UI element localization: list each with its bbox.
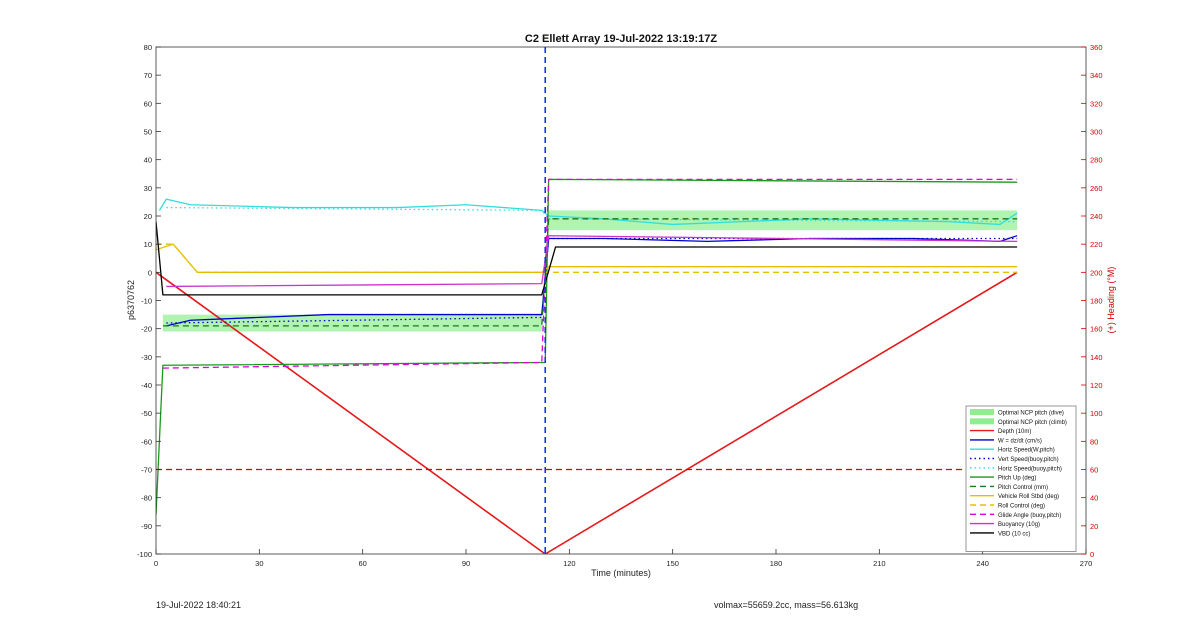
- legend-label: W = dz/dt (cm/s): [998, 438, 1042, 444]
- legend-label: VBD (10 cc): [998, 531, 1030, 537]
- y2-tick-label: 20: [1090, 522, 1098, 531]
- series-line: [158, 198, 1018, 226]
- legend-label: Depth (10m): [998, 429, 1031, 435]
- x-tick-label: 90: [462, 559, 470, 568]
- y2-tick-label: 0: [1090, 550, 1094, 559]
- y-tick-label: -10: [141, 297, 152, 306]
- y-tick-label: 40: [144, 156, 152, 165]
- y2-tick-label: 60: [1090, 466, 1098, 475]
- legend-swatch: [970, 409, 994, 415]
- series-layer: [156, 47, 1018, 554]
- legend-label: Horiz Speed(buoy,pitch): [998, 466, 1062, 472]
- x-tick-label: 150: [666, 559, 679, 568]
- y-tick-label: 0: [148, 268, 152, 277]
- y-tick-label: 60: [144, 99, 152, 108]
- legend-label: Optimal NCP pitch (climb): [998, 420, 1067, 426]
- y2-tick-label: 320: [1090, 99, 1103, 108]
- x-tick-label: 270: [1080, 559, 1093, 568]
- y-axis-label: p6370762: [126, 280, 136, 320]
- y-tick-label: -20: [141, 325, 152, 334]
- y-tick-label: -90: [141, 522, 152, 531]
- footer-timestamp: 19-Jul-2022 18:40:21: [156, 600, 242, 610]
- y2-tick-label: 140: [1090, 353, 1103, 362]
- x-tick-label: 60: [358, 559, 366, 568]
- plot-area-frame: [155, 46, 1087, 555]
- y2-tick-label: 80: [1090, 437, 1098, 446]
- series-line: [156, 221, 1018, 296]
- y-tick-label: 50: [144, 128, 152, 137]
- y-tick-label: -30: [141, 353, 152, 362]
- y-tick-label: -60: [141, 437, 152, 446]
- y-tick-label: -40: [141, 381, 152, 390]
- legend-label: Buoyancy (10g): [998, 522, 1040, 528]
- axes-layer: 0 30 60 90 120 150 180 210 240 270-100-90-80-70-6…: [137, 43, 1103, 568]
- y-tick-label: 70: [144, 71, 152, 80]
- y-tick-label: 20: [144, 212, 152, 221]
- y2-axis-label: (+) Heading (°M): [1106, 267, 1116, 334]
- y2-tick-label: 260: [1090, 184, 1103, 193]
- y2-tick-label: 280: [1090, 156, 1103, 165]
- x-tick-label: 180: [770, 559, 783, 568]
- series-line: [156, 243, 1018, 273]
- series-band: [162, 314, 542, 332]
- y2-tick-label: 180: [1090, 297, 1103, 306]
- y2-tick-label: 40: [1090, 494, 1098, 503]
- y2-tick-label: 100: [1090, 409, 1103, 418]
- footer-summary: volmax=55659.2cc, mass=56.613kg: [714, 600, 859, 610]
- y-tick-label: -100: [137, 550, 152, 559]
- chart-title: C2 Ellett Array 19-Jul-2022 13:19:17Z: [525, 33, 717, 45]
- legend-label: Glide Angle (buoy,pitch): [998, 513, 1061, 519]
- legend: Optimal NCP pitch (dive) Optimal NCP pitc…: [965, 405, 1077, 552]
- legend-label: Pitch Control (mm): [998, 485, 1048, 491]
- legend-label: Pitch Up (deg): [998, 476, 1036, 482]
- y2-tick-label: 340: [1090, 71, 1103, 80]
- x-tick-label: 30: [255, 559, 263, 568]
- legend-label: Vehicle Roll Stbd (deg): [998, 494, 1059, 500]
- legend-swatch: [970, 418, 994, 425]
- series-line: [166, 237, 1018, 324]
- x-tick-label: 120: [563, 559, 576, 568]
- legend-label: Roll Control (deg): [998, 504, 1045, 510]
- x-tick-label: 0: [154, 559, 158, 568]
- y2-tick-label: 120: [1090, 381, 1103, 390]
- y2-tick-label: 220: [1090, 240, 1103, 249]
- y-tick-label: 30: [144, 184, 152, 193]
- legend-label: Horiz Speed(W,pitch): [998, 448, 1055, 454]
- y-tick-label: 10: [144, 240, 152, 249]
- series-line: [166, 235, 1018, 288]
- x-tick-label: 240: [976, 559, 989, 568]
- y-tick-label: 80: [144, 43, 152, 52]
- x-tick-label: 210: [873, 559, 886, 568]
- y-tick-label: -80: [141, 494, 152, 503]
- y2-tick-label: 160: [1090, 325, 1103, 334]
- legend-label: Optimal NCP pitch (dive): [998, 411, 1064, 417]
- legend-label: Vert Speed(buoy,pitch): [998, 457, 1059, 463]
- x-axis-label: Time (minutes): [591, 568, 651, 578]
- y-tick-label: -50: [141, 409, 152, 418]
- y-tick-label: -70: [141, 466, 152, 475]
- series-line: [156, 243, 1018, 273]
- y2-tick-label: 240: [1090, 212, 1103, 221]
- series-line: [166, 235, 1018, 327]
- y2-tick-label: 360: [1090, 43, 1103, 52]
- y2-tick-label: 200: [1090, 268, 1103, 277]
- y2-tick-label: 300: [1090, 128, 1103, 137]
